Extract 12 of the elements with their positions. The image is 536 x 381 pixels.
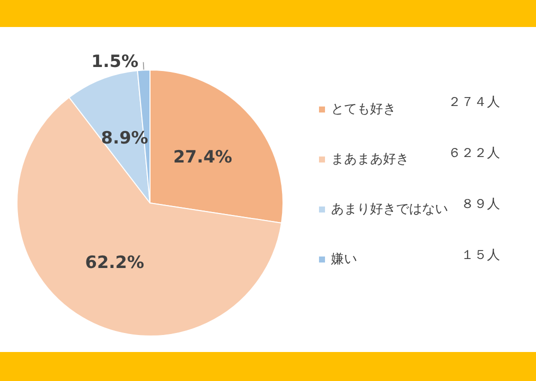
- text: １５人: [461, 248, 500, 263]
- text: ８９人: [461, 197, 500, 212]
- legend-label: あまり好きではない: [331, 202, 448, 217]
- data-label: 27.4%: [173, 148, 232, 168]
- data-label: 62.2%: [85, 252, 144, 273]
- legend-label: まあまあ好き: [331, 152, 409, 167]
- legend-label: とても好き: [331, 102, 396, 117]
- data-label: 8.9%: [101, 128, 148, 148]
- text: ６２２人: [448, 146, 500, 161]
- data-label: 1.5%: [91, 52, 138, 72]
- text: ２７４人: [448, 95, 500, 110]
- legend-label: 嫌い: [331, 252, 357, 267]
